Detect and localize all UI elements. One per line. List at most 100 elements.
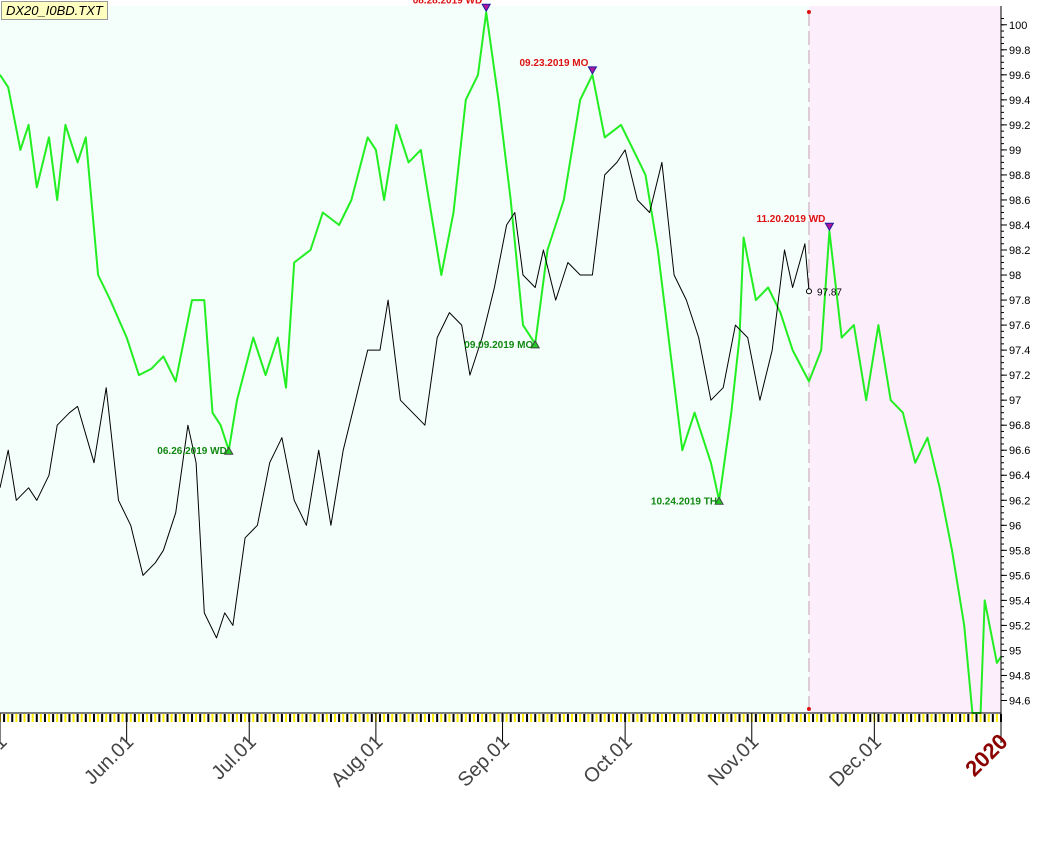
x-day-tick	[971, 714, 974, 722]
x-day-tick	[162, 714, 165, 722]
y-axis: 100 99.8 99.6 99.4 99.2 99 98.8 98.6 98.4 98.2 98 9…	[1000, 6, 1030, 713]
last-value-marker	[805, 288, 812, 295]
x-day-tick	[861, 714, 864, 722]
x-day-tick	[669, 714, 672, 722]
x-day-tick	[787, 714, 790, 722]
x-day-tick	[346, 714, 349, 722]
x-day-tick	[391, 714, 394, 722]
high-annotation-label: 08.28.2019 WD	[413, 0, 483, 6]
x-day-tick	[272, 714, 275, 722]
x-day-tick	[211, 714, 214, 722]
x-day-tick	[362, 714, 365, 722]
x-day-tick	[824, 714, 827, 722]
x-tick-label: Nov.01	[704, 731, 763, 790]
y-tick-label: 96.2	[1009, 495, 1030, 507]
last-value-label: 97.87	[817, 287, 842, 298]
y-tick-label: 95.8	[1009, 545, 1030, 557]
x-day-tick	[129, 714, 132, 722]
x-day-tick	[938, 714, 941, 722]
x-day-tick	[80, 714, 83, 722]
x-day-tick	[56, 714, 59, 722]
y-tick-label: 98.2	[1009, 245, 1030, 257]
x-day-tick	[92, 714, 95, 722]
x-day-tick	[983, 714, 986, 722]
series-line-1	[0, 11, 1002, 714]
x-day-tick	[554, 714, 557, 722]
x-day-tick	[509, 714, 512, 722]
x-day-tick	[591, 714, 594, 722]
x-day-tick	[754, 714, 757, 722]
x-day-tick	[897, 714, 900, 722]
y-tick-label: 98	[1009, 270, 1021, 282]
x-day-tick	[387, 714, 390, 722]
x-day-tick	[338, 714, 341, 722]
x-day-tick	[399, 714, 402, 722]
x-day-tick	[419, 714, 422, 722]
x-day-tick	[477, 714, 480, 722]
x-day-tick	[68, 714, 71, 722]
x-day-tick	[803, 714, 806, 722]
x-day-tick	[378, 714, 381, 722]
high-marker	[481, 3, 492, 13]
x-day-tick	[705, 714, 708, 722]
x-day-tick	[117, 714, 120, 722]
x-day-tick	[154, 714, 157, 722]
high-marker	[587, 66, 598, 75]
y-tick-label: 99	[1009, 145, 1021, 157]
x-day-tick	[97, 714, 100, 722]
x-day-tick	[72, 714, 75, 722]
x-tick-label: Jul.01	[207, 731, 260, 784]
x-day-tick	[689, 714, 692, 722]
x-day-tick	[280, 714, 283, 722]
x-day-tick	[889, 714, 892, 722]
x-day-tick	[546, 714, 549, 722]
x-day-tick	[640, 714, 643, 722]
x-day-tick	[987, 714, 990, 722]
x-day-tick	[43, 714, 46, 722]
y-tick-label: 99.2	[1009, 120, 1030, 132]
x-day-tick	[436, 714, 439, 722]
x-day-tick	[174, 714, 177, 722]
x-day-tick	[293, 714, 296, 722]
x-day-tick	[575, 714, 578, 722]
x-day-tick	[620, 714, 623, 722]
x-day-tick	[240, 714, 243, 722]
x-day-tick	[452, 714, 455, 722]
x-day-tick	[468, 714, 471, 722]
y-tick-label: 94.6	[1009, 695, 1030, 707]
x-day-tick	[820, 714, 823, 722]
x-day-tick	[464, 714, 467, 722]
x-day-tick	[358, 714, 361, 722]
x-day-tick	[517, 714, 520, 722]
y-tick-label: 96.8	[1009, 420, 1030, 432]
x-day-tick	[370, 714, 373, 722]
x-day-tick	[959, 714, 962, 722]
x-day-tick	[701, 714, 704, 722]
x-day-tick	[101, 714, 104, 722]
x-day-tick	[767, 714, 770, 722]
x-day-tick	[930, 714, 933, 722]
file-name-label: DX20_I0BD.TXT	[1, 1, 108, 20]
x-day-tick	[611, 714, 614, 722]
x-day-tick	[354, 714, 357, 722]
x-day-tick	[852, 714, 855, 722]
x-day-tick	[628, 714, 631, 722]
low-marker	[530, 339, 541, 349]
x-day-tick	[428, 714, 430, 722]
x-day-tick	[235, 714, 238, 722]
x-day-tick	[472, 714, 475, 722]
x-day-tick	[955, 714, 958, 722]
x-day-tick	[664, 714, 667, 722]
x-day-tick	[150, 714, 153, 722]
x-day-tick	[599, 714, 602, 722]
x-day-tick	[460, 714, 463, 722]
x-day-tick	[697, 714, 700, 722]
x-tick-label: Oct.01	[579, 731, 636, 788]
x-day-tick	[865, 714, 868, 722]
y-tick-label: 97.8	[1009, 295, 1030, 307]
x-day-tick	[7, 714, 10, 722]
y-tick-label: 96.4	[1009, 470, 1030, 482]
x-day-tick	[186, 714, 189, 722]
x-day-tick	[203, 714, 206, 722]
x-day-tick	[105, 714, 108, 722]
